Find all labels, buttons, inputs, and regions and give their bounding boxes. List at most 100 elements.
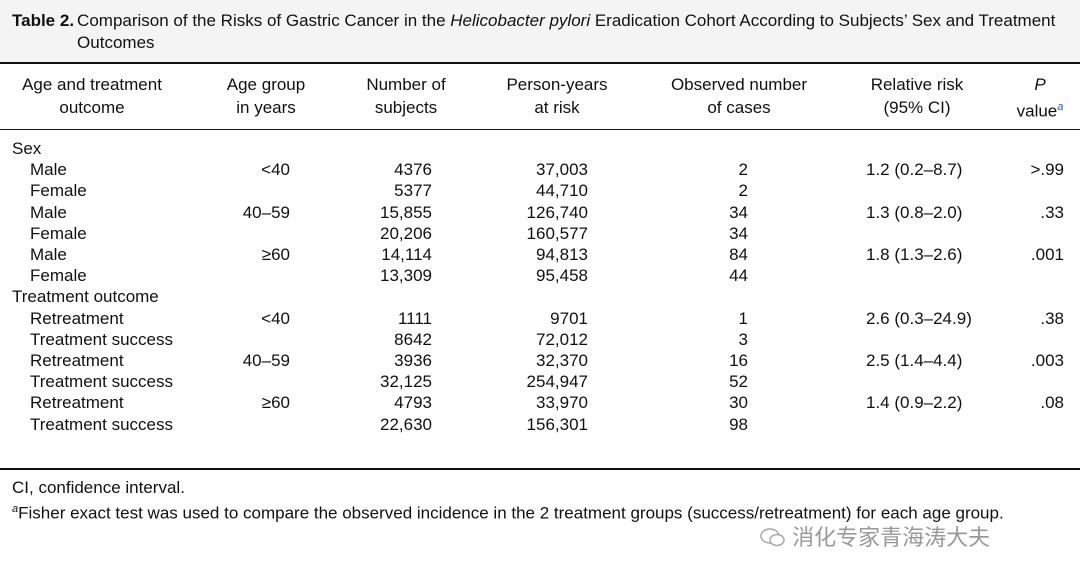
footnote: CI, confidence interval. (12, 478, 185, 497)
table-cell: .003 (1030, 351, 1064, 370)
table-cell: 44,710 (536, 181, 588, 201)
table-cell: ≥60 (261, 245, 290, 264)
column-header: Person-years at risk (482, 73, 632, 119)
header-line: at risk (482, 96, 632, 119)
top-rule (0, 62, 1080, 64)
table-cell: 13,309 (380, 266, 432, 286)
table-cell: 15,855 (380, 202, 432, 222)
table-cell: 4376 (394, 160, 432, 180)
table-cell: >.99 (1030, 160, 1064, 180)
column-header: Age and treatment outcome (2, 73, 182, 119)
table-cell: 160,577 (526, 223, 588, 243)
header-line: in years (206, 96, 326, 119)
table-cell: 126,740 (526, 202, 588, 222)
header-line: (95% CI) (837, 96, 997, 119)
table-cell: <40 (261, 160, 290, 180)
table-cell: 40–59 (242, 202, 290, 222)
header-text: of cases (707, 98, 771, 117)
column-header: Age group in years (206, 73, 326, 119)
section-label: Sex (12, 139, 42, 158)
table-cell: 14,114 (381, 245, 432, 264)
header-line: of cases (649, 96, 829, 119)
table-cell: Female (30, 181, 87, 201)
table-cell: 8642 (394, 329, 432, 349)
table-cell: 32,125 (380, 372, 432, 392)
table-cell: .33 (1040, 202, 1064, 222)
table-cell: 52 (729, 372, 748, 392)
table-cell: 98 (729, 414, 748, 434)
header-text: Age and treatment (22, 75, 162, 94)
header-line: Relative risk (837, 73, 997, 96)
table-cell: .38 (1040, 308, 1064, 328)
header-text: Relative risk (870, 75, 964, 94)
title-text-start: Comparison of the Risks of Gastric Cance… (77, 11, 446, 30)
table-cell: 2.5 (1.4–4.4) (866, 351, 963, 370)
table-cell: Male (30, 245, 67, 264)
header-text: Person-years (506, 75, 608, 94)
table-cell: 40–59 (242, 351, 290, 370)
section-label: Treatment outcome (12, 287, 159, 307)
header-line: outcome (2, 96, 182, 119)
table-cell: 1.2 (0.2–8.7) (866, 160, 963, 180)
table-cell: 1.8 (1.3–2.6) (866, 245, 963, 264)
table-cell: Treatment success (30, 372, 173, 392)
footnote-mark: a (1057, 101, 1064, 113)
table-cell: 3 (738, 329, 748, 349)
table-cell: 33,970 (536, 393, 588, 413)
table-cell: 2 (738, 160, 748, 180)
footnote-mark: a (12, 503, 19, 515)
table-cell: 156,301 (526, 414, 588, 434)
header-text: P (1034, 75, 1046, 94)
header-line: Age and treatment (2, 73, 182, 96)
table-cell: 44 (729, 266, 748, 286)
column-header: Relative risk (95% CI) (837, 73, 997, 119)
table-cell: 72,012 (536, 329, 588, 349)
table-cell: 16 (729, 351, 748, 370)
watermark-text: 消化专家青海涛大夫 (792, 525, 991, 550)
header-text: Number of (366, 75, 446, 94)
table-cell: 1.4 (0.9–2.2) (866, 393, 963, 413)
table-cell: Retreatment (30, 308, 124, 328)
table-cell: Treatment success (30, 329, 173, 349)
table-cell: ≥60 (261, 393, 290, 413)
table-cell: 95,458 (536, 266, 588, 286)
table-cell: 34 (729, 223, 748, 243)
table-cell: 32,370 (536, 351, 588, 370)
header-text: outcome (59, 98, 125, 117)
table-cell: <40 (261, 308, 290, 328)
table-cell: 20,206 (380, 223, 432, 243)
table-cell: Female (30, 266, 87, 286)
header-text: Observed number (670, 75, 808, 94)
header-line: Person-years (482, 73, 632, 96)
table-cell: 34 (729, 202, 748, 222)
header-text: subjects (374, 98, 438, 117)
table-cell: Male (30, 202, 67, 222)
table-cell: 254,947 (526, 372, 588, 392)
table-cell: 4793 (394, 393, 432, 413)
bottom-rule (0, 468, 1080, 470)
table-cell: 37,003 (536, 160, 588, 180)
table-cell: 30 (729, 393, 748, 413)
table-cell: 9701 (550, 308, 588, 328)
table-cell: .001 (1030, 245, 1064, 264)
header-line: Age group (206, 73, 326, 96)
table-cell: 1111 (397, 308, 432, 328)
title-text: Comparison of the Risks of Gastric Cance… (77, 10, 1072, 54)
table-cell: 3936 (394, 351, 432, 370)
column-header: Number of subjects (346, 73, 466, 119)
table-cell: 1 (738, 308, 748, 328)
header-text: (95% CI) (883, 98, 951, 117)
watermark-icon (760, 528, 785, 547)
table-cell: Treatment success (30, 414, 173, 434)
table-cell: Retreatment (30, 393, 124, 413)
header-line: P (1000, 73, 1080, 96)
table-cell: 5377 (394, 181, 432, 201)
header-text: value (1016, 101, 1058, 121)
table-cell: 2 (738, 181, 748, 201)
header-line: valuea (1000, 96, 1080, 123)
table-title: Table 2. Comparison of the Risks of Gast… (12, 10, 1072, 54)
footnote-text: Fisher exact test was used to compare th… (18, 503, 1004, 523)
header-line: Observed number (649, 73, 829, 96)
